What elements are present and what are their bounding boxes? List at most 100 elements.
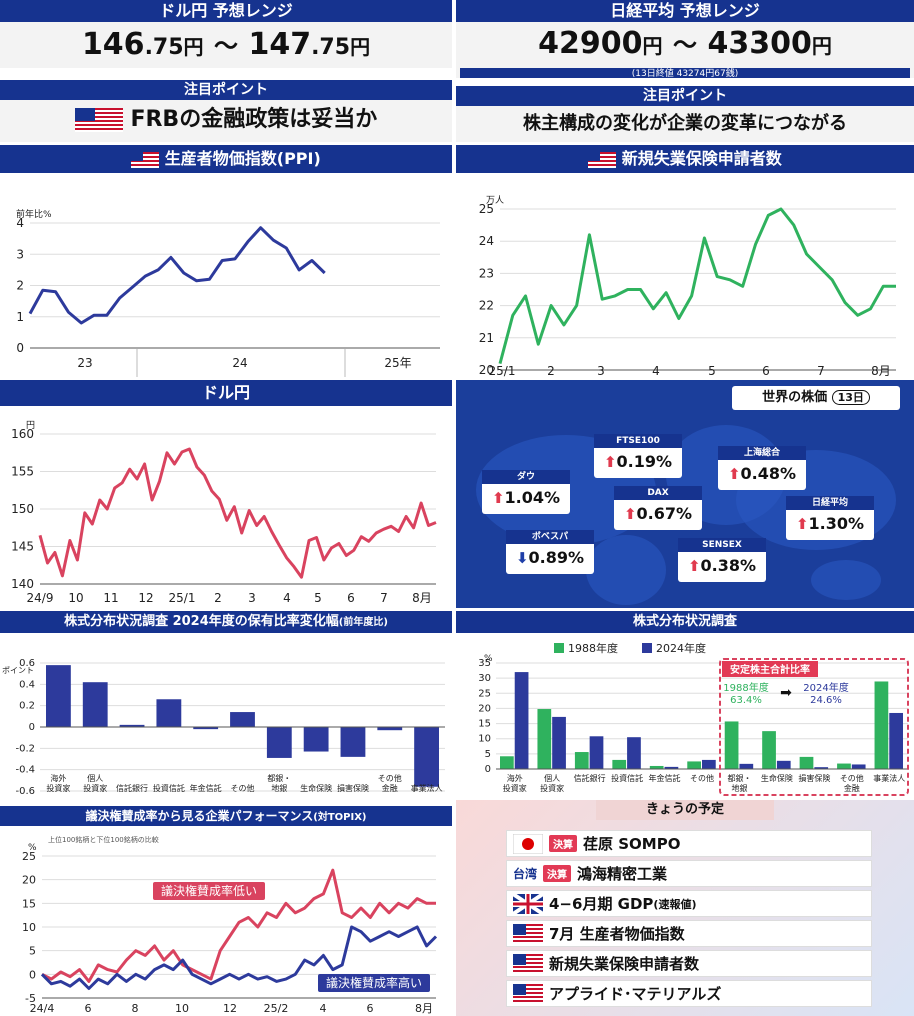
y-tick-label: 140 (11, 577, 34, 591)
series-line (498, 207, 896, 364)
y-tick-label: 21 (479, 331, 494, 345)
category-label: 信託銀行 (116, 783, 148, 793)
market-value: 1.04% (504, 488, 561, 507)
category-label: 損害保険 (337, 783, 369, 793)
x-tick-label: 10 (68, 591, 83, 605)
focus-left-title: 注目ポイント (0, 80, 452, 100)
y-tick-label: 22 (479, 299, 494, 313)
y-tick-label: 3 (16, 247, 24, 261)
bar (649, 765, 664, 769)
bar (851, 764, 866, 769)
y-tick-label: 0 (29, 722, 35, 733)
x-tick-label: 25/1 (169, 591, 196, 605)
category-label: 事業法人 (873, 773, 905, 783)
usdjpy-chart-panel: ドル円 140 145 150 155 160 円 24/9 10 11 12 25/1 2 3 4 5 6 7… (0, 380, 452, 608)
callout-from-value: 63.4% (730, 695, 762, 706)
x-tick-label: 5 (708, 364, 716, 377)
bar (799, 756, 814, 769)
x-tick-label: 3 (248, 591, 256, 605)
market-card-cn: 上海総合 ⬆0.48% (718, 446, 806, 490)
world-date: 13日 (831, 390, 870, 405)
earnings-badge: 決算 (549, 835, 577, 852)
y-tick-label: 20 (478, 703, 491, 714)
callout-title: 安定株主合計比率 (730, 663, 810, 676)
category-label: 年金信託 (190, 783, 222, 793)
schedule-panel: きょうの予定 決算 荏原 SOMPO 台湾 決算 鴻海精密工業 4−6月期 GDP (速報値… (456, 800, 914, 1016)
bar (537, 709, 552, 769)
nikkei-range-panel: 日経平均 予想レンジ 42900円 〜 43300円 (13日終値 43274円… (456, 0, 914, 78)
category-label: 信託銀行 (574, 773, 606, 783)
bar (340, 727, 366, 757)
jp-flag-icon (513, 833, 543, 854)
y-tick-label: 30 (478, 673, 491, 684)
series-line (41, 868, 436, 983)
schedule-text: 4−6月期 GDP (549, 895, 654, 913)
x-tick-label: 4 (320, 1002, 327, 1015)
y-tick-label: 145 (11, 540, 34, 554)
market-card-us: ダウ ⬆1.04% (482, 470, 570, 514)
label-high-bg (318, 974, 430, 992)
bar (574, 752, 589, 769)
bar (552, 716, 566, 769)
category-label: その他 (231, 783, 255, 793)
schedule-text: 荏原 SOMPO (583, 835, 681, 853)
category-label: 事業法人 (411, 783, 443, 793)
category-label: その他 (840, 773, 864, 783)
bar (82, 682, 108, 727)
ownership-panel: 株式分布状況調査 0 5 10 15 20 25 30 35% 1988年度 2024年度 海外 投資… (456, 611, 914, 800)
market-name: 日経平均 (786, 496, 874, 510)
schedule-subtext: (速報値) (653, 897, 697, 911)
market-card-uk: FTSE100 ⬆0.19% (594, 434, 682, 478)
y-tick-label: 10 (22, 921, 36, 934)
category-label: 海外 (50, 773, 66, 783)
focus-right-title: 注目ポイント (456, 86, 914, 106)
market-name: FTSE100 (594, 434, 682, 448)
y-axis-label: 円 (26, 420, 35, 431)
nikkei-close-note: (13日終値 43274円67銭) (460, 68, 910, 78)
bar (687, 761, 701, 769)
ppi-title: 生産者物価指数(PPI) (164, 149, 321, 168)
world-markets-panel: 世界の株価 13日 ダウ ⬆1.04% FTSE100 ⬆0.19% 上海総合 ⬆0.48… (456, 380, 914, 608)
arrow-up-icon: ⬆ (603, 453, 617, 471)
arrow-up-icon: ⬆ (795, 515, 809, 533)
category-label: 投資信託 (611, 773, 643, 783)
earnings-badge: 決算 (543, 865, 572, 882)
bar (303, 727, 329, 752)
voting-chart-panel: 議決権賛成率から見る企業パフォーマンス(対TOPIX) -5 0 5 10 15 20 25… (0, 806, 452, 1016)
x-tick-label: 24/9 (27, 591, 54, 605)
y-axis-label: % (484, 654, 493, 664)
bar (119, 724, 145, 727)
usdjpy-range-values: 146.75円 〜 147.75円 (81, 27, 371, 62)
bar (230, 712, 255, 727)
category-label: 個人 (87, 773, 103, 783)
category-label: 都銀・ (727, 773, 751, 783)
arrow-up-icon: ⬆ (491, 489, 505, 507)
arrow-up-icon: ⬆ (727, 465, 741, 483)
x-tick-label: 24/4 (30, 1002, 55, 1015)
market-value: 0.48% (740, 464, 797, 483)
x-tick-label: 11 (103, 591, 118, 605)
x-tick-label: 6 (85, 1002, 92, 1015)
y-tick-label: 25 (478, 688, 491, 699)
y-tick-label: -0.2 (15, 743, 35, 754)
bar (889, 712, 903, 769)
x-tick-label: 12 (138, 591, 153, 605)
bar (156, 699, 182, 727)
bar (414, 727, 439, 787)
usdjpy-range-title: ドル円 予想レンジ (0, 0, 452, 22)
bar (739, 763, 754, 769)
market-change: ⬆1.04% (482, 484, 570, 512)
y-tick-label: 23 (479, 266, 494, 280)
category-label: その他 (690, 773, 714, 783)
x-tick-label: 25年 (384, 356, 411, 370)
legend-label: 1988年度 (568, 641, 618, 655)
nikkei-range-values: 42900円 〜 43300円 (538, 26, 832, 61)
voting-title-bar: 議決権賛成率から見る企業パフォーマンス(対TOPIX) (0, 806, 452, 826)
schedule-title: きょうの予定 (596, 800, 774, 820)
market-change: ⬆1.30% (786, 510, 874, 538)
schedule-item: 決算 荏原 SOMPO (506, 830, 872, 857)
schedule-item: 台湾 決算 鴻海精密工業 (506, 860, 872, 887)
stable-holders-box (719, 658, 909, 796)
